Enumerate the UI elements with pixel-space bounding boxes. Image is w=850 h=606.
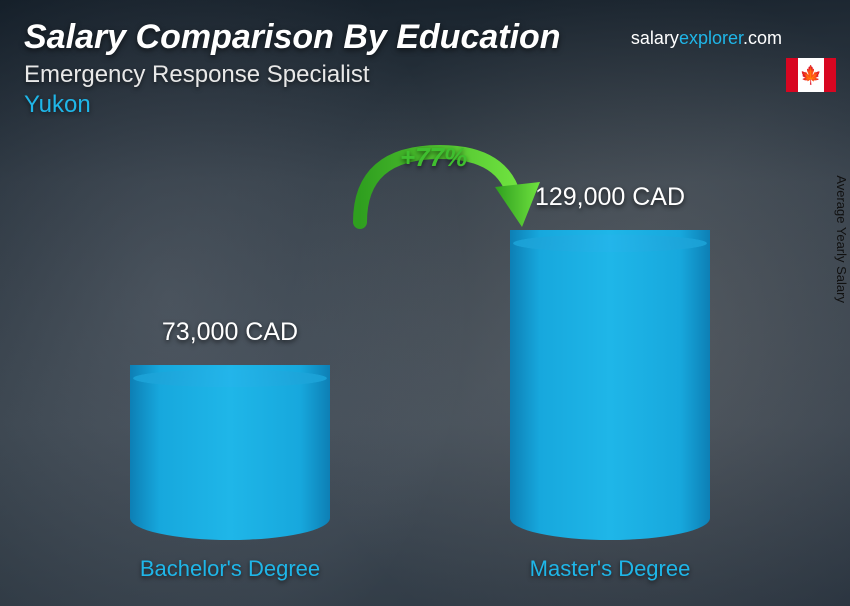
bar-front-face — [510, 230, 710, 540]
page-title: Salary Comparison By Education — [24, 18, 561, 57]
region-label: Yukon — [24, 91, 561, 119]
delta-indicator: +77% — [330, 132, 550, 252]
bar-group: 73,000 CAD Bachelor's Degree — [110, 318, 350, 582]
maple-leaf-icon: 🍁 — [798, 58, 824, 92]
page-subtitle: Emergency Response Specialist — [24, 61, 561, 89]
bar — [510, 230, 710, 540]
bar — [130, 365, 330, 540]
brand-text-accent: explorer — [679, 28, 743, 48]
header: Salary Comparison By Education Emergency… — [24, 18, 561, 119]
bar-front-face — [130, 365, 330, 540]
brand-text-plain: salary — [631, 28, 679, 48]
flag-stripe — [824, 58, 836, 92]
bar-category-label: Bachelor's Degree — [140, 556, 320, 582]
percent-change-label: +77% — [400, 142, 467, 173]
bar-value-label: 73,000 CAD — [162, 318, 298, 347]
y-axis-label: Average Yearly Salary — [835, 175, 850, 303]
country-flag: 🍁 — [786, 58, 836, 92]
brand-text-suffix: .com — [743, 28, 782, 48]
bar-value-label: 129,000 CAD — [535, 183, 685, 212]
brand-logo: salaryexplorer.com — [631, 28, 782, 49]
bar-category-label: Master's Degree — [530, 556, 691, 582]
chart-area: +77% 73,000 CAD Bachelor's Degree 129,000 … — [50, 132, 790, 582]
flag-stripe — [786, 58, 798, 92]
